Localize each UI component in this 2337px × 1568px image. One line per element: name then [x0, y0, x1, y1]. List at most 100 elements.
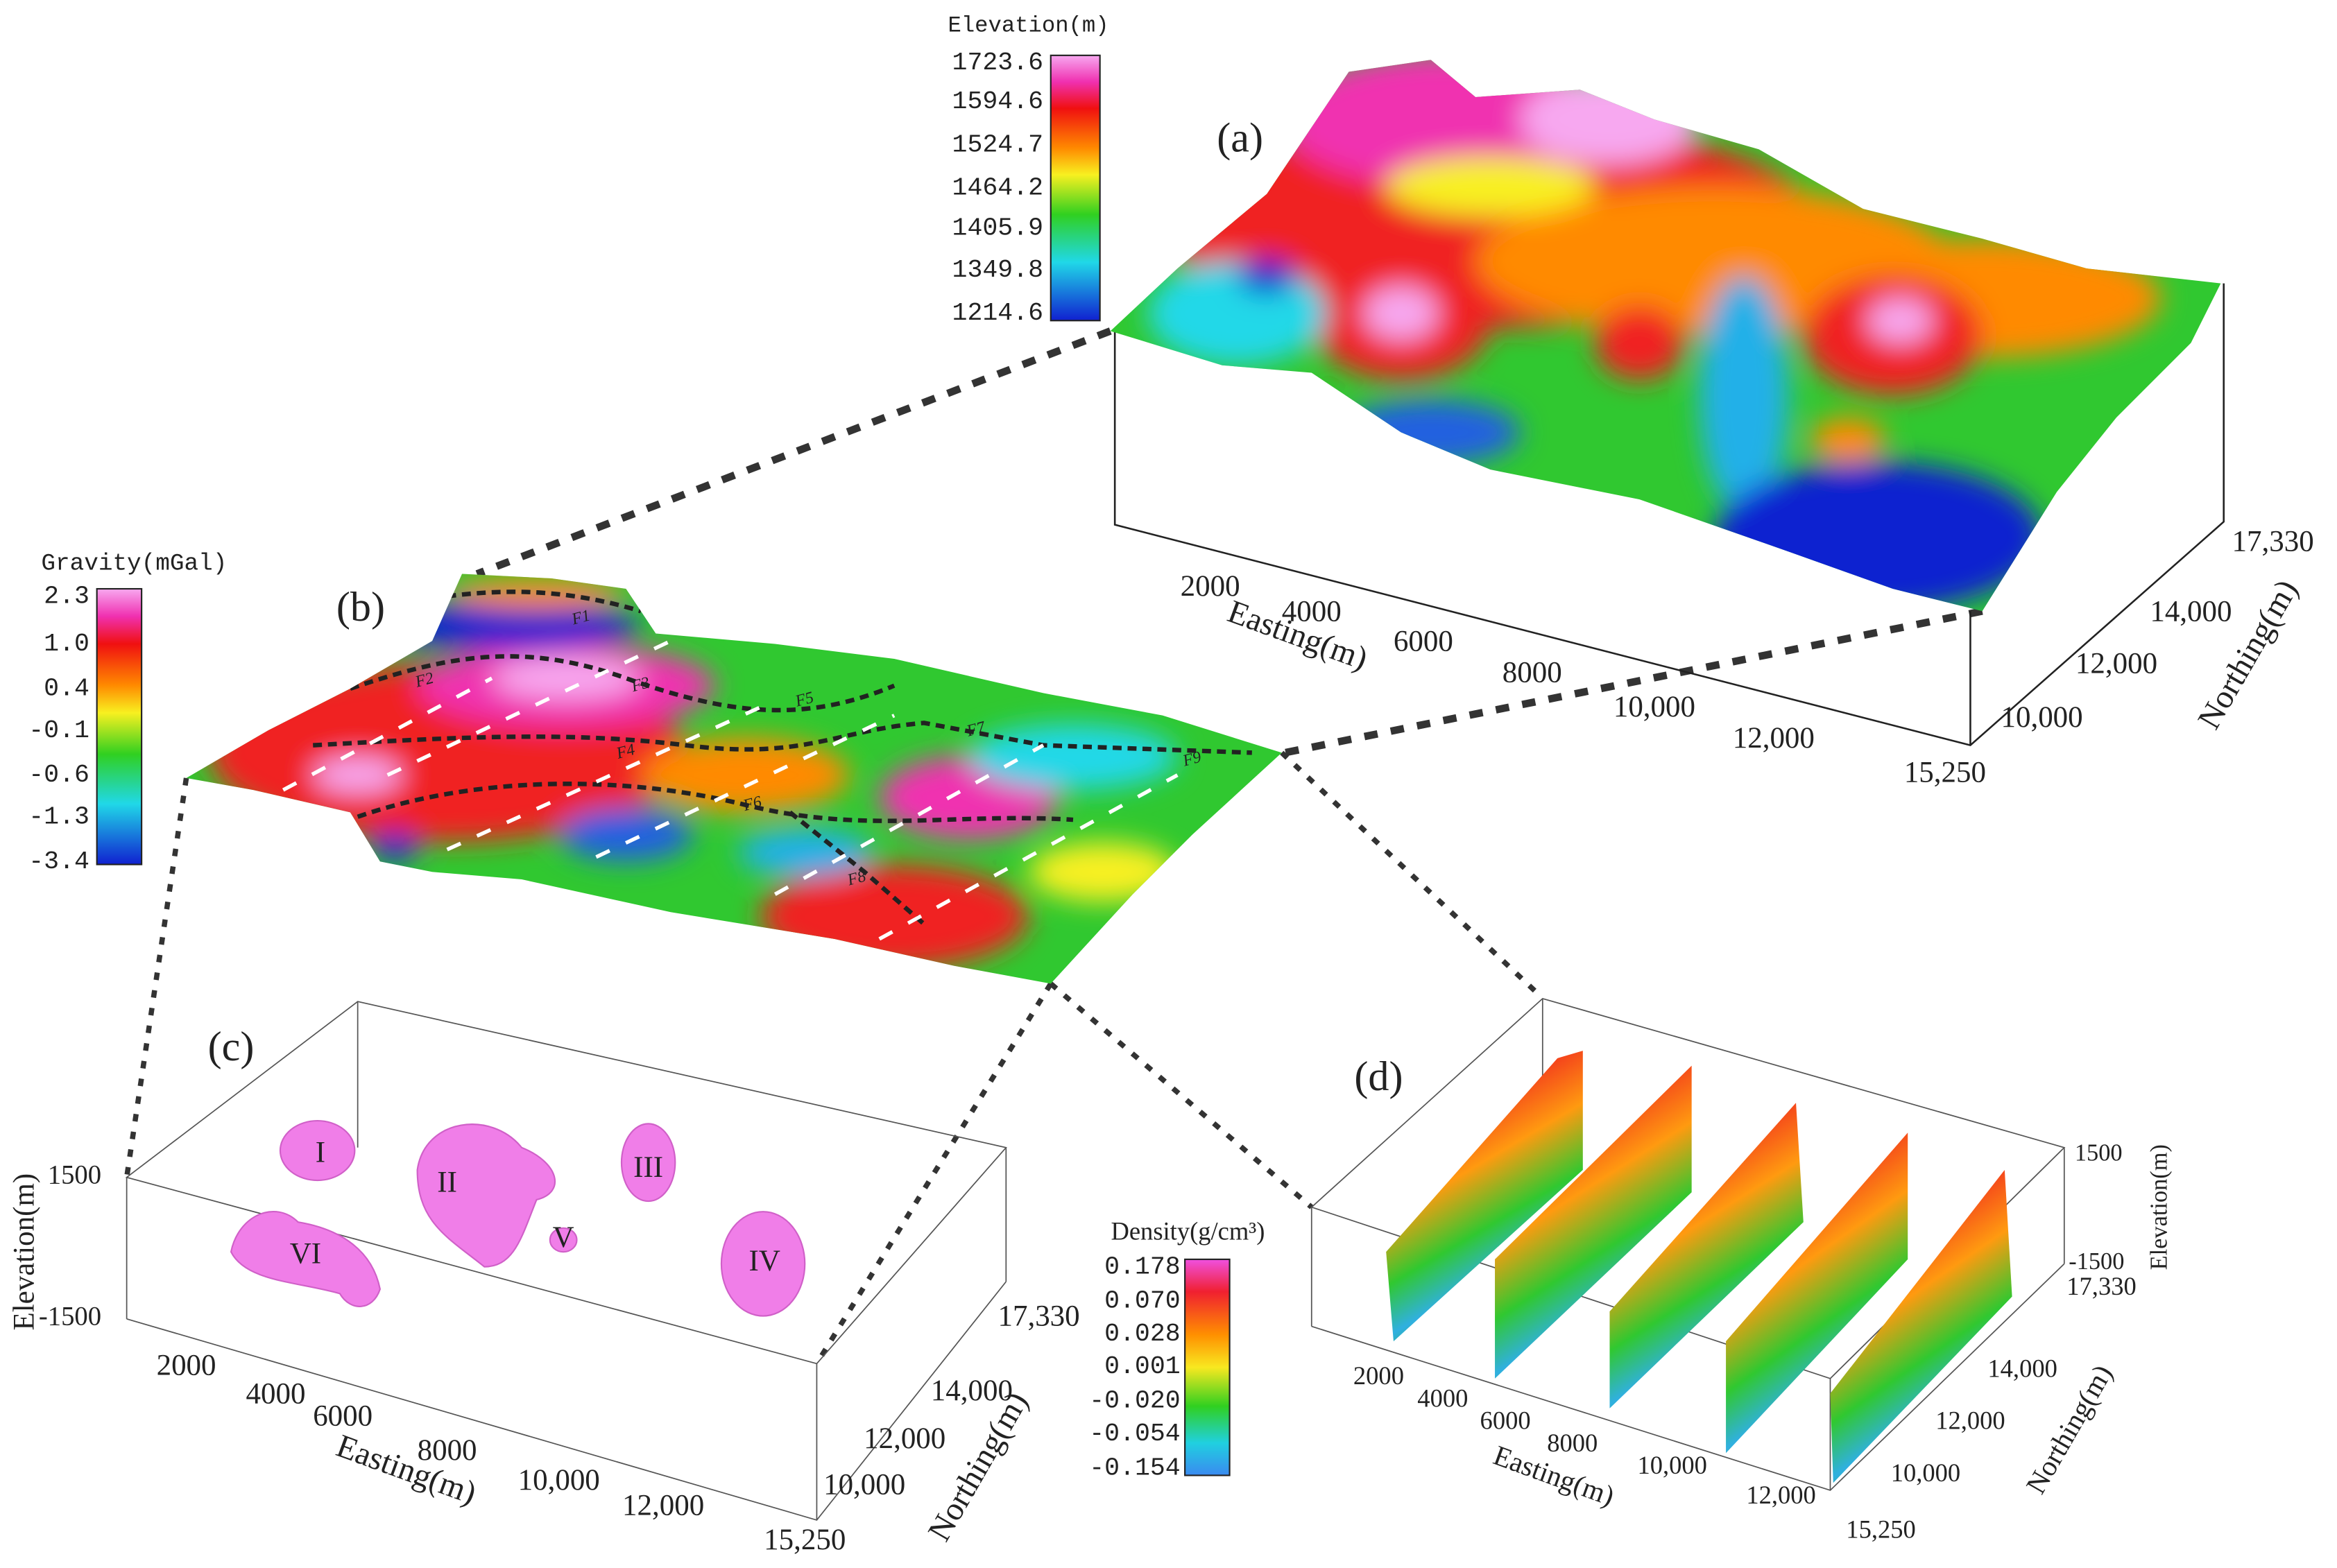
density-body: [279, 1120, 356, 1182]
colorbar-tick-label: 1524.7: [952, 130, 1043, 159]
x-tick-label: 2000: [1181, 570, 1240, 603]
colorbar-tick-label: 0.028: [1104, 1320, 1181, 1348]
shape: [1363, 286, 1439, 341]
x-tick-label: 4000: [1282, 595, 1342, 628]
y-tick-label: 12,000: [1935, 1406, 2005, 1435]
y-tick-label: 15,250: [1904, 756, 1986, 789]
colorbar-tick-label: 2.3: [44, 582, 89, 610]
body-label: I: [316, 1136, 325, 1169]
y-tick-label: 15,250: [1846, 1515, 1915, 1543]
colorbar-title: Density(g/cm³): [1111, 1217, 1265, 1246]
panel-label: (a): [1217, 114, 1263, 161]
y-tick-label: 14,000: [931, 1375, 1013, 1407]
colorbar-tick-label: -0.054: [1089, 1420, 1180, 1448]
colorbar-tick-label: 1464.2: [952, 174, 1043, 203]
y-tick-label: 17,330: [2066, 1272, 2136, 1300]
x-tick-label: 4000: [1417, 1384, 1468, 1412]
shape: [558, 807, 694, 862]
density-body: [620, 1123, 676, 1203]
y-tick-label: 10,000: [2001, 701, 2082, 734]
y-tick-label: 10,000: [1891, 1458, 1960, 1487]
shape: [1609, 1103, 1804, 1408]
shape: [349, 654, 896, 713]
x-tick-label: 8000: [418, 1434, 477, 1467]
panel-label: (b): [336, 584, 385, 630]
body-label: III: [633, 1151, 663, 1184]
shape: [1147, 261, 1327, 365]
colorbar-title: Elevation(m): [948, 12, 1109, 38]
colorbar-tick-label: 0.4: [44, 675, 89, 703]
density-body: [230, 1210, 382, 1307]
shape: [1713, 462, 2042, 612]
shape: [373, 602, 641, 651]
panel-d-box: [1310, 997, 2066, 1491]
z-tick-label: 1500: [48, 1161, 101, 1190]
shape: [1310, 997, 2066, 1491]
y-tick-label: 17,330: [2232, 525, 2314, 558]
shape: [640, 737, 850, 813]
y-axis-title: Northing(m): [921, 1386, 1035, 1547]
density-body: [720, 1211, 806, 1317]
shape: [1386, 1051, 1583, 1342]
body-label: IV: [749, 1245, 780, 1277]
shape: [1280, 750, 1537, 993]
shape: [1867, 298, 1933, 343]
colorbar-tick-label: -0.6: [28, 761, 89, 789]
colorbar-tick-label: 0.070: [1104, 1287, 1181, 1316]
elevation-colorbar: [1050, 54, 1101, 322]
x-tick-label: 8000: [1503, 657, 1562, 689]
panel-c-box: [125, 1001, 1007, 1521]
x-tick-label: 6000: [1480, 1406, 1531, 1435]
shape: [1028, 842, 1178, 902]
colorbar-tick-label: 1349.8: [952, 256, 1043, 284]
density-bodies: [230, 1120, 806, 1317]
density-slices: [1386, 1051, 2012, 1483]
body-label: VI: [290, 1237, 321, 1270]
elevation-surface: [1110, 60, 2221, 612]
colorbar-tick-label: 1214.6: [952, 299, 1043, 327]
x-tick-label: 6000: [313, 1400, 373, 1433]
colorbar-tick-label: 1723.6: [952, 49, 1043, 77]
panel-label: (c): [208, 1024, 255, 1070]
shape: [814, 982, 1053, 1365]
z-tick-label: 1500: [2075, 1139, 2123, 1166]
z-tick-label: -1500: [2069, 1248, 2124, 1275]
z-axis-title: Elevation(m): [2146, 1144, 2172, 1270]
y-tick-label: 10,000: [823, 1468, 905, 1501]
x-tick-label: 2000: [157, 1350, 216, 1382]
shape: [1699, 275, 1789, 515]
shape: [447, 589, 642, 614]
colorbar-tick-label: -1.3: [28, 802, 89, 831]
x-tick-label: 12,000: [1746, 1481, 1815, 1509]
x-tick-label: 10,000: [1638, 1451, 1707, 1479]
shape: [1726, 1132, 1908, 1454]
body-label: II: [437, 1166, 457, 1198]
shape: [1386, 156, 1595, 216]
shape: [1520, 74, 1700, 164]
shape: [1284, 607, 1983, 757]
shape: [788, 810, 926, 926]
shape: [1341, 399, 1521, 465]
shape: [1594, 305, 1684, 381]
x-tick-label: 10,000: [518, 1464, 600, 1497]
density-body: [549, 1227, 578, 1253]
x-tick-label: 12,000: [1733, 722, 1815, 755]
shape: [1830, 1169, 2012, 1483]
z-tick-label: -1500: [39, 1302, 101, 1332]
colorbar-tick-label: 0.001: [1104, 1352, 1181, 1381]
panel-a-box: [1113, 283, 2225, 747]
shape: [737, 828, 872, 877]
colorbar-title: Gravity(mGal): [41, 551, 227, 578]
colorbar-tick-label: -0.1: [28, 716, 89, 745]
shape: [1237, 258, 1297, 294]
colorbar-tick-label: 0.178: [1104, 1252, 1181, 1281]
colorbar-tick-label: -0.154: [1089, 1454, 1180, 1482]
x-tick-label: 2000: [1353, 1361, 1404, 1390]
density-body: [416, 1123, 556, 1268]
y-tick-label: 12,000: [864, 1422, 945, 1455]
x-tick-label: 4000: [246, 1377, 306, 1410]
y-tick-label: 12,000: [2075, 648, 2157, 680]
shape: [123, 777, 189, 1178]
